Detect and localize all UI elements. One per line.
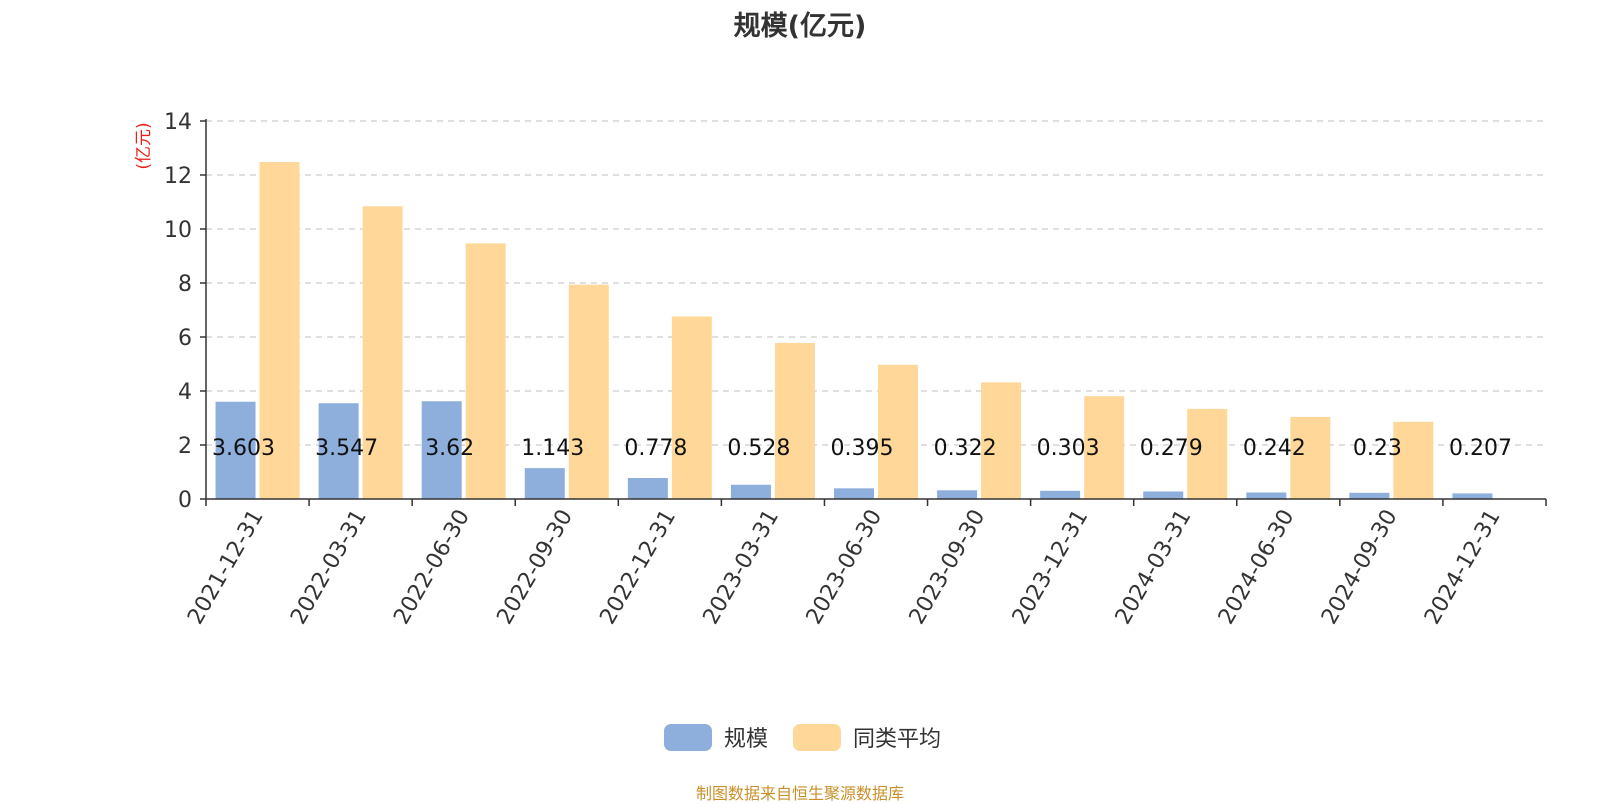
bar-peer-average	[465, 243, 506, 499]
legend-label-scale: 规模	[724, 727, 769, 752]
x-tick-label: 2022-06-30	[389, 506, 475, 629]
y-tick-label: 12	[164, 164, 192, 189]
bar-peer-average	[1290, 416, 1331, 499]
bar-peer-average	[362, 206, 403, 499]
bar-scale	[215, 401, 256, 499]
data-label: 0.322	[934, 436, 997, 461]
data-label: 1.143	[521, 436, 584, 461]
bar-peer-average	[878, 364, 918, 499]
bar-peer-average	[259, 162, 300, 500]
bar-scale	[627, 477, 668, 499]
x-tick-label: 2024-03-31	[1111, 506, 1197, 629]
x-tick-label: 2021-12-31	[183, 506, 269, 629]
legend-item-scale[interactable]: 规模	[664, 723, 769, 752]
x-tick-label: 2022-03-31	[286, 506, 372, 629]
y-tick-label: 8	[178, 272, 192, 297]
bar-scale	[1452, 493, 1493, 499]
y-tick-label: 10	[164, 218, 192, 243]
bar-peer-average	[671, 316, 712, 499]
bar-scale	[730, 484, 771, 499]
data-label: 0.242	[1243, 436, 1306, 461]
x-tick-label: 2023-09-30	[905, 506, 991, 629]
y-tick-label: 4	[178, 380, 192, 405]
bar-scale	[937, 490, 978, 499]
x-tick-label: 2022-12-31	[595, 506, 681, 629]
bar-scale	[1143, 491, 1184, 499]
x-tick-label: 2023-06-30	[802, 506, 888, 629]
data-label: 0.778	[624, 436, 687, 461]
bar-peer-average	[1393, 421, 1434, 499]
bar-peer-average	[1187, 408, 1228, 499]
source-note: 制图数据来自恒生聚源数据库	[695, 784, 904, 803]
data-label: 0.207	[1449, 436, 1512, 461]
x-tick-label: 2023-03-31	[699, 506, 785, 629]
data-label: 0.395	[831, 436, 894, 461]
bar-scale	[524, 468, 565, 499]
bar-scale	[421, 401, 462, 499]
data-label: 3.603	[212, 436, 275, 461]
bar-scale	[1246, 492, 1287, 499]
data-labels: 3.603 3.547 3.62 1.143 0.778 0.528 0.395 0.322 0…	[212, 436, 1512, 461]
y-tick-label: 14	[164, 110, 192, 135]
bar-peer-average	[774, 342, 815, 499]
y-tick-label: 0	[178, 488, 192, 513]
data-label: 0.23	[1353, 436, 1402, 461]
data-label: 0.303	[1037, 436, 1100, 461]
bar-scale	[318, 403, 359, 499]
data-label: 0.528	[727, 436, 790, 461]
legend-swatch-scale	[664, 723, 712, 751]
bar-peer-average	[981, 382, 1022, 499]
bar-peer-average	[568, 284, 609, 499]
bars	[215, 162, 1493, 500]
bar-scale	[834, 488, 874, 499]
bar-peer-average	[1084, 396, 1125, 499]
chart-title: 规模(亿元)	[733, 11, 867, 42]
y-axis-unit-label: (亿元)	[134, 122, 154, 169]
bar-scale	[1349, 492, 1390, 499]
legend-item-peer-average[interactable]: 同类平均	[793, 723, 942, 752]
x-tick-label: 2024-06-30	[1214, 506, 1300, 629]
x-tick-label: 2022-09-30	[492, 506, 578, 629]
x-tick-label: 2024-12-31	[1420, 506, 1506, 629]
data-label: 0.279	[1140, 436, 1203, 461]
x-tick-label: 2023-12-31	[1008, 506, 1094, 629]
data-label: 3.547	[315, 436, 378, 461]
legend-label-peer-average: 同类平均	[853, 727, 942, 752]
bar-scale	[1040, 490, 1081, 499]
data-label: 3.62	[425, 436, 474, 461]
y-tick-label: 2	[178, 434, 192, 459]
gridlines	[206, 120, 1546, 446]
legend-swatch-peer-average	[793, 723, 841, 751]
y-tick-label: 6	[178, 326, 192, 351]
x-tick-label: 2024-09-30	[1317, 506, 1403, 629]
